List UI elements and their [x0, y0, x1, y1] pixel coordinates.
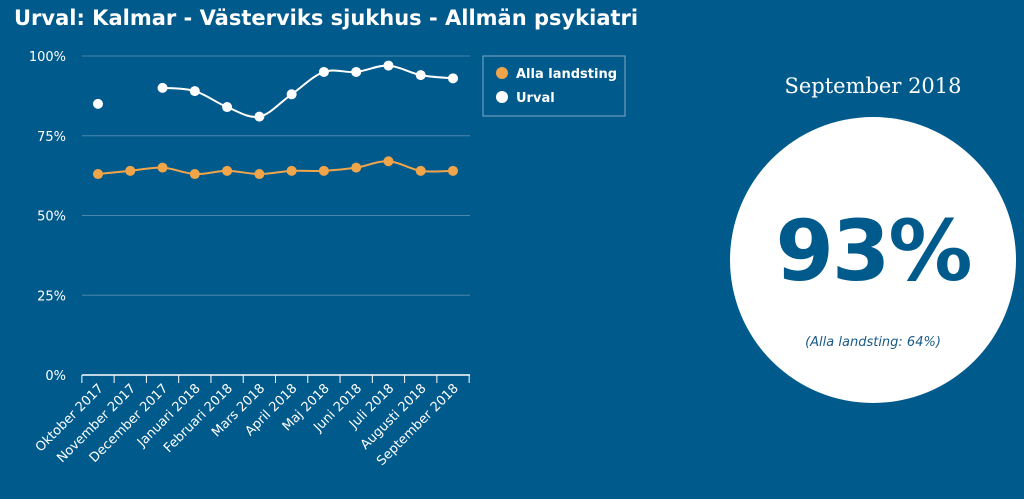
data-point [286, 165, 297, 176]
legend-label: Urval [516, 91, 555, 106]
series [93, 60, 458, 180]
data-point [93, 98, 103, 109]
data-point [93, 169, 103, 180]
y-tick-label: 0% [45, 369, 66, 384]
data-point [254, 111, 265, 122]
data-point [125, 165, 136, 176]
data-point [448, 165, 458, 176]
kpi-period: September 2018 [784, 74, 962, 98]
kpi-comparison: (Alla landsting: 64%) [805, 335, 941, 350]
series-urval [93, 60, 458, 122]
y-tick-label: 50% [37, 210, 66, 225]
kpi-circle: 93% (Alla landsting: 64%) [730, 117, 1016, 403]
data-point [189, 169, 200, 180]
data-point [383, 60, 394, 71]
data-point [286, 89, 297, 100]
data-point [157, 162, 168, 173]
data-point [383, 156, 394, 167]
data-point [254, 169, 265, 180]
y-tick-label: 75% [37, 130, 66, 145]
series-line [97, 160, 454, 176]
page-title: Urval: Kalmar - Västerviks sjukhus - All… [14, 6, 639, 30]
y-tick-label: 100% [29, 50, 66, 65]
grid [82, 55, 470, 296]
data-point [415, 70, 426, 81]
data-point [318, 66, 329, 77]
data-point [351, 66, 362, 77]
data-point [318, 165, 329, 176]
data-point [222, 102, 233, 113]
data-point [415, 165, 426, 176]
legend-box [482, 55, 626, 117]
data-point [448, 73, 458, 84]
data-point [222, 165, 233, 176]
legend-marker [496, 67, 508, 79]
data-point [351, 162, 362, 173]
series-alla-landsting [93, 156, 458, 180]
legend-label: Alla landsting [516, 67, 617, 82]
series-line [162, 64, 454, 118]
data-point [189, 86, 200, 97]
data-point [157, 82, 168, 93]
kpi-value: 93% [775, 202, 972, 300]
y-tick-label: 25% [37, 289, 66, 304]
legend-marker [496, 91, 508, 103]
legend: Alla landsting Urval [482, 55, 626, 117]
